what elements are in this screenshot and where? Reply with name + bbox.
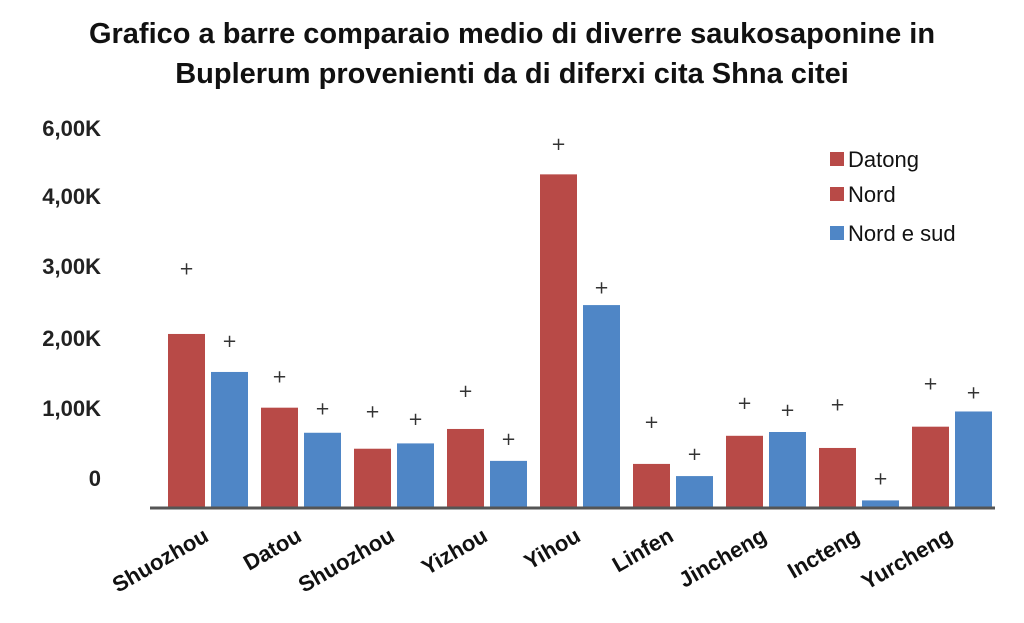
- y-tick-label: 3,00K: [42, 254, 101, 279]
- y-tick-label: 6,00K: [42, 116, 101, 141]
- error-marker-plus: +: [830, 395, 845, 416]
- x-tick-label: Yihou: [520, 523, 585, 575]
- chart-title-line-2: Buplerum provenienti da di diferxi cita …: [175, 58, 849, 90]
- bar-nord-e-sud: [862, 500, 899, 508]
- legend-label: Nord e sud: [848, 221, 956, 246]
- error-marker-plus: +: [179, 259, 194, 280]
- x-tick-label: Yizhou: [417, 523, 491, 580]
- error-marker-plus: +: [365, 401, 380, 422]
- bar-nord-e-sud: [304, 432, 341, 508]
- error-marker-plus: +: [501, 429, 516, 450]
- error-marker-plus: +: [594, 278, 609, 299]
- error-marker-plus: +: [780, 400, 795, 421]
- error-marker-plus: +: [551, 134, 566, 155]
- x-tick-label: Datou: [239, 523, 305, 576]
- error-marker-plus: +: [458, 381, 473, 402]
- bar-nord: [261, 407, 298, 508]
- error-marker-plus: +: [222, 331, 237, 352]
- bar-nord-e-sud: [583, 305, 620, 508]
- error-marker-plus: +: [687, 444, 702, 465]
- chart-title-line-1: Grafico a barre comparaio medio di diver…: [88, 18, 936, 50]
- error-marker-plus: +: [644, 412, 659, 433]
- error-marker-plus: +: [408, 409, 423, 430]
- x-tick-label: Linfen: [608, 523, 678, 578]
- bar-nord-e-sud: [955, 411, 992, 508]
- error-marker-plus: +: [873, 468, 888, 489]
- legend-swatch: [830, 152, 844, 166]
- legend-swatch: [830, 187, 844, 201]
- error-marker-plus: +: [923, 373, 938, 394]
- error-marker-plus: +: [737, 393, 752, 414]
- bar-nord: [354, 448, 391, 508]
- bar-nord-e-sud: [211, 371, 248, 508]
- bar-nord-e-sud: [490, 460, 527, 508]
- x-tick-label: Jincheng: [674, 523, 770, 593]
- bar-nord: [168, 333, 205, 508]
- bar-nord: [726, 435, 763, 508]
- bar-nord: [447, 428, 484, 508]
- y-tick-label: 2,00K: [42, 326, 101, 351]
- legend-swatch: [830, 226, 844, 240]
- bar-nord: [540, 174, 577, 509]
- bar-nord-e-sud: [676, 476, 713, 508]
- y-tick-label: 0: [89, 466, 101, 491]
- legend-label: Nord: [848, 182, 896, 207]
- bar-nord-e-sud: [769, 432, 806, 508]
- error-marker-plus: +: [966, 382, 981, 403]
- x-tick-label: Incteng: [783, 523, 863, 584]
- legend-label: Datong: [848, 147, 919, 172]
- x-tick-label: Shuozhou: [294, 523, 399, 598]
- bar-nord: [819, 447, 856, 508]
- x-tick-label: Yurcheng: [857, 523, 956, 595]
- bar-nord-e-sud: [397, 443, 434, 508]
- error-marker-plus: +: [272, 367, 287, 388]
- y-tick-label: 4,00K: [42, 184, 101, 209]
- bar-nord: [912, 426, 949, 508]
- x-tick-label: Shuozhou: [108, 523, 213, 598]
- y-tick-label: 1,00K: [42, 396, 101, 421]
- error-marker-plus: +: [315, 398, 330, 419]
- bar-nord: [633, 463, 670, 508]
